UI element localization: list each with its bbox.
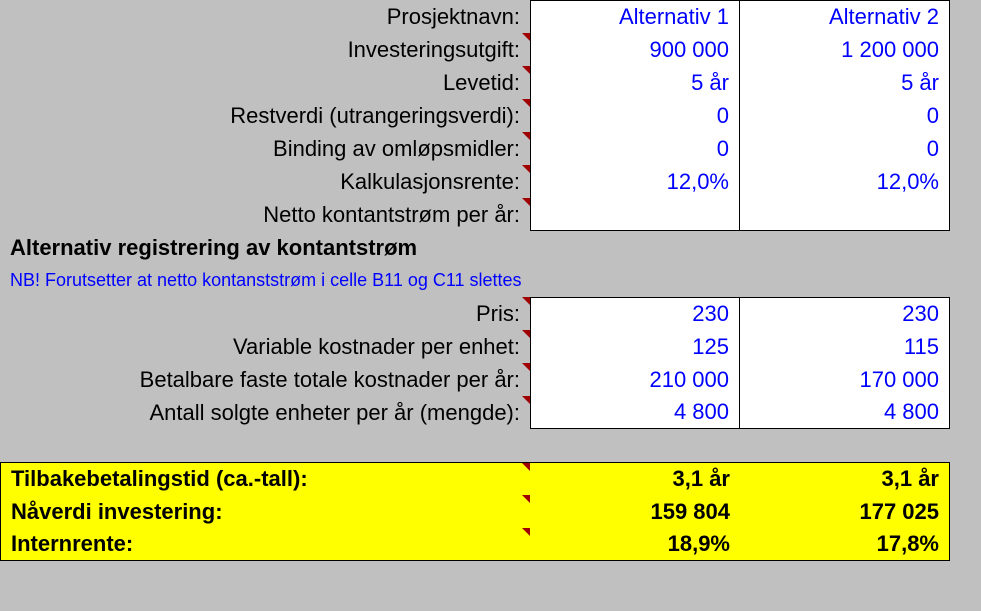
result-alt2-tilbakebetaling: 3,1 år (740, 462, 950, 495)
label-pris: Pris: (0, 297, 530, 330)
label-levetid: Levetid: (0, 66, 530, 99)
cell-alt2-variable-kost[interactable]: 115 (740, 330, 950, 363)
note-text: NB! Forutsetter at netto kontanststrøm i… (0, 264, 950, 297)
cell-alt2-binding[interactable]: 0 (740, 132, 950, 165)
cell-alt1-kalkulasjonsrente[interactable]: 12,0% (530, 165, 740, 198)
cell-alt1-netto-kontantstrom[interactable] (530, 198, 740, 231)
cell-alt1-pris[interactable]: 230 (530, 297, 740, 330)
label-restverdi: Restverdi (utrangeringsverdi): (0, 99, 530, 132)
spreadsheet-table: Prosjektnavn: Alternativ 1 Alternativ 2 … (0, 0, 981, 561)
cell-alt1-levetid[interactable]: 5 år (530, 66, 740, 99)
cell-alt2-antall-solgte[interactable]: 4 800 (740, 396, 950, 429)
cell-alt1-restverdi[interactable]: 0 (530, 99, 740, 132)
label-binding: Binding av omløpsmidler: (0, 132, 530, 165)
spacer-row (0, 429, 950, 462)
cell-alt2-restverdi[interactable]: 0 (740, 99, 950, 132)
result-alt2-internrente: 17,8% (740, 528, 950, 561)
result-label-tilbakebetaling: Tilbakebetalingstid (ca.-tall): (0, 462, 530, 495)
cell-alt2-faste-kost[interactable]: 170 000 (740, 363, 950, 396)
cell-alt1-variable-kost[interactable]: 125 (530, 330, 740, 363)
result-label-naverdi: Nåverdi investering: (0, 495, 530, 528)
label-netto-kontantstrom: Netto kontantstrøm per år: (0, 198, 530, 231)
result-alt2-naverdi: 177 025 (740, 495, 950, 528)
cell-alt2-levetid[interactable]: 5 år (740, 66, 950, 99)
cell-alt1-investeringsutgift[interactable]: 900 000 (530, 33, 740, 66)
cell-alt1-binding[interactable]: 0 (530, 132, 740, 165)
cell-alt1-antall-solgte[interactable]: 4 800 (530, 396, 740, 429)
cell-alt2-pris[interactable]: 230 (740, 297, 950, 330)
cell-alt1-prosjektnavn[interactable]: Alternativ 1 (530, 0, 740, 33)
cell-alt2-prosjektnavn[interactable]: Alternativ 2 (740, 0, 950, 33)
label-kalkulasjonsrente: Kalkulasjonsrente: (0, 165, 530, 198)
result-alt1-internrente: 18,9% (530, 528, 740, 561)
result-alt1-tilbakebetaling: 3,1 år (530, 462, 740, 495)
result-alt1-naverdi: 159 804 (530, 495, 740, 528)
cell-alt2-kalkulasjonsrente[interactable]: 12,0% (740, 165, 950, 198)
label-variable-kost: Variable kostnader per enhet: (0, 330, 530, 363)
section-heading-alt-reg: Alternativ registrering av kontantstrøm (0, 231, 950, 264)
label-prosjektnavn: Prosjektnavn: (0, 0, 530, 33)
cell-alt2-investeringsutgift[interactable]: 1 200 000 (740, 33, 950, 66)
label-antall-solgte: Antall solgte enheter per år (mengde): (0, 396, 530, 429)
label-investeringsutgift: Investeringsutgift: (0, 33, 530, 66)
cell-alt2-netto-kontantstrom[interactable] (740, 198, 950, 231)
cell-alt1-faste-kost[interactable]: 210 000 (530, 363, 740, 396)
result-label-internrente: Internrente: (0, 528, 530, 561)
label-faste-kost: Betalbare faste totale kostnader per år: (0, 363, 530, 396)
